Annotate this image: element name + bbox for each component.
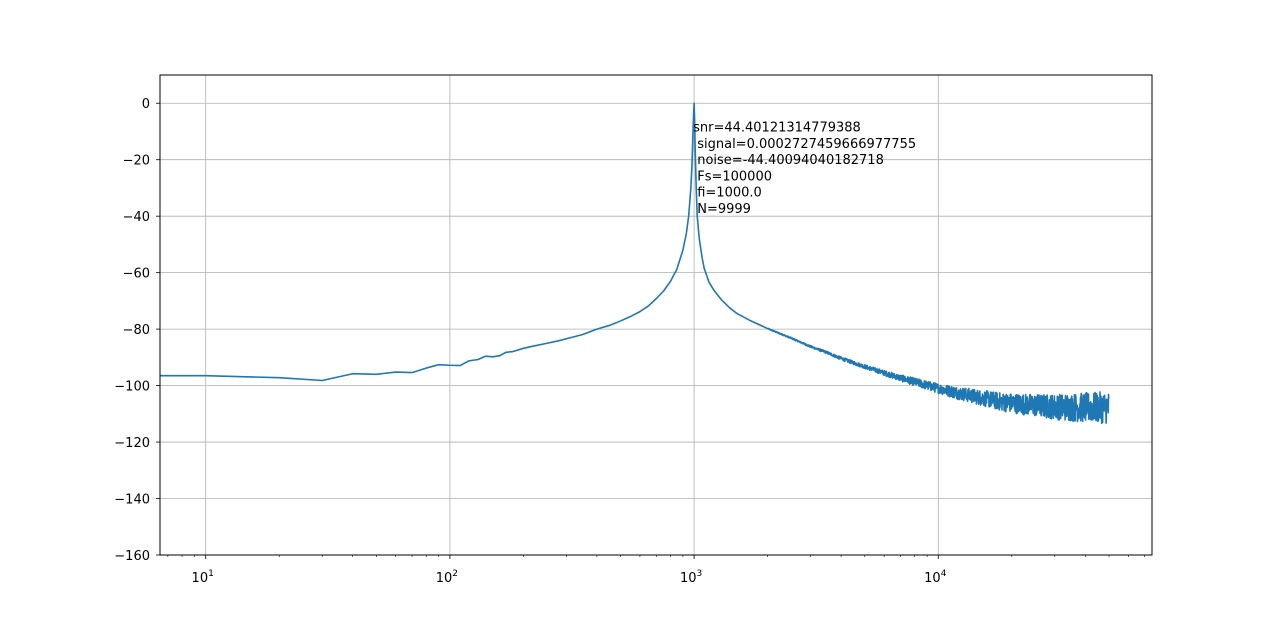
y-tick-label: −160 <box>114 549 150 564</box>
y-tick-label: −60 <box>123 267 150 282</box>
plot-area-frame <box>159 74 1153 556</box>
y-tick-label: −100 <box>114 380 150 395</box>
x-tick-label: 103 <box>680 569 702 586</box>
y-tick-label: −80 <box>123 323 150 338</box>
y-tick-label: 0 <box>142 97 150 112</box>
series-line <box>160 102 1110 425</box>
y-tick-label: −20 <box>123 154 150 169</box>
y-tick-label: −140 <box>114 493 150 508</box>
y-axis: 0 −20 −40 −60 −80 −100 −120 −140 −160 <box>114 97 160 564</box>
annotation-line: noise=-44.40094040182718 <box>693 153 884 168</box>
x-axis: 101 102 103 104 <box>167 555 1145 586</box>
y-tick-label: −40 <box>123 210 150 225</box>
annotation-line: N=9999 <box>693 202 751 217</box>
annotation-line: fi=1000.0 <box>693 186 762 201</box>
annotation-line: signal=0.0002727459666977755 <box>693 137 916 152</box>
x-tick-label: 104 <box>924 569 947 586</box>
annotation-line: snr=44.40121314779388 <box>693 120 861 135</box>
x-tick-label: 102 <box>436 569 458 586</box>
grid-lines <box>160 75 1152 556</box>
x-tick-label: 101 <box>192 569 214 586</box>
annotation-line: Fs=100000 <box>693 169 772 184</box>
y-tick-label: −120 <box>114 436 150 451</box>
series-group <box>160 102 1110 425</box>
annotation-text: snr=44.40121314779388 signal=0.000272745… <box>693 120 916 217</box>
